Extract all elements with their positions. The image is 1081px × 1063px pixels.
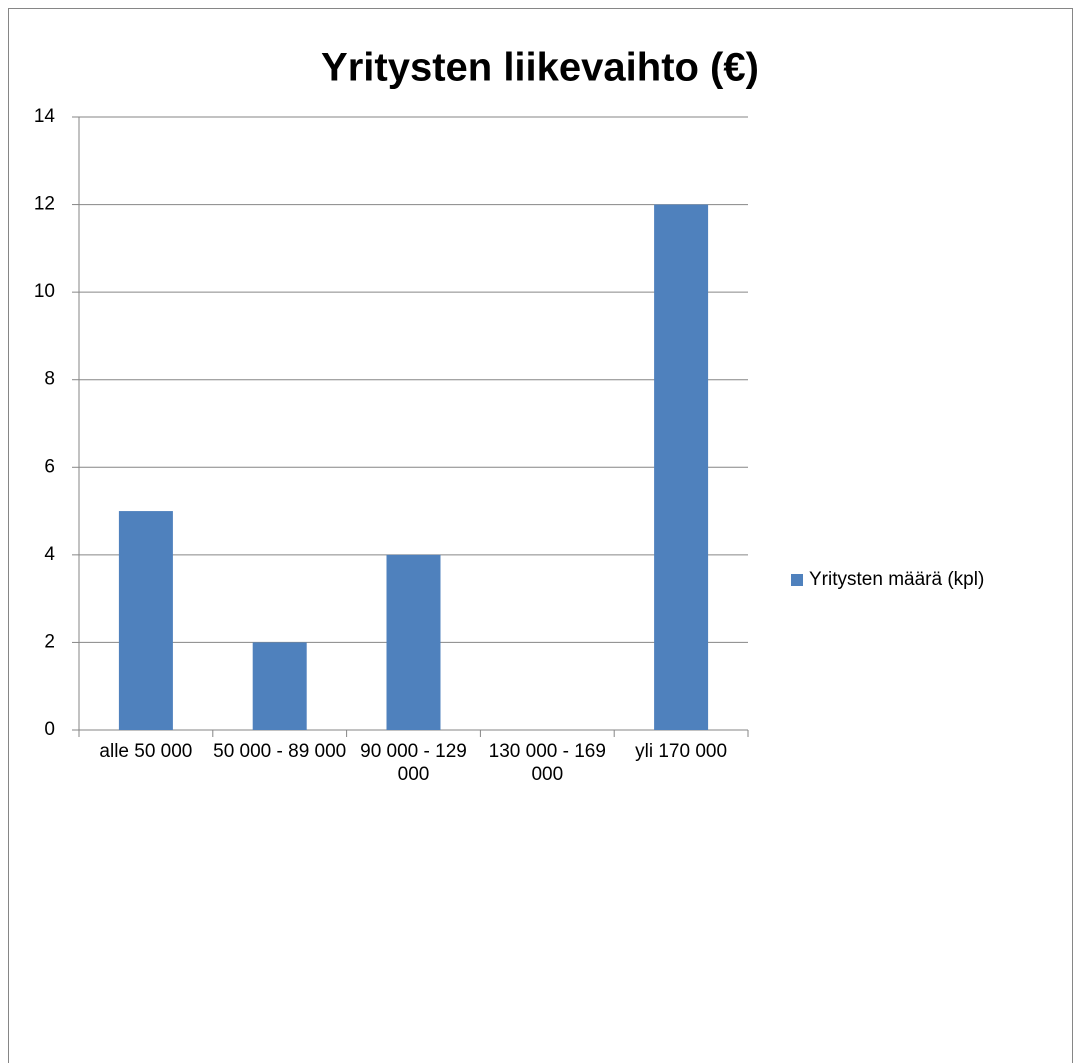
bar xyxy=(654,204,709,731)
y-tick-label: 12 xyxy=(34,194,55,215)
bar xyxy=(252,642,307,730)
x-tick-label: 130 000 - 169 000 xyxy=(488,741,606,785)
y-tick-label: 10 xyxy=(34,281,55,302)
x-tick-label: 90 000 - 129 000 xyxy=(360,741,467,785)
x-tick-label: 50 000 - 89 000 xyxy=(213,741,347,762)
y-tick-label: 0 xyxy=(44,719,55,740)
bar xyxy=(386,554,441,730)
y-tick-label: 14 xyxy=(34,106,56,127)
chart-border xyxy=(8,8,1073,1063)
legend-swatch xyxy=(791,574,803,586)
y-tick-label: 6 xyxy=(44,456,55,477)
bar xyxy=(118,511,173,730)
legend-label: Yritysten määrä (kpl) xyxy=(809,569,984,590)
x-tick-label: alle 50 000 xyxy=(99,741,193,762)
y-tick-label: 8 xyxy=(44,369,55,390)
x-tick-label: yli 170 000 xyxy=(635,741,728,762)
chart-title: Yritysten liikevaihto (€) xyxy=(321,46,759,90)
y-tick-label: 2 xyxy=(44,631,55,652)
y-tick-label: 4 xyxy=(44,544,55,565)
